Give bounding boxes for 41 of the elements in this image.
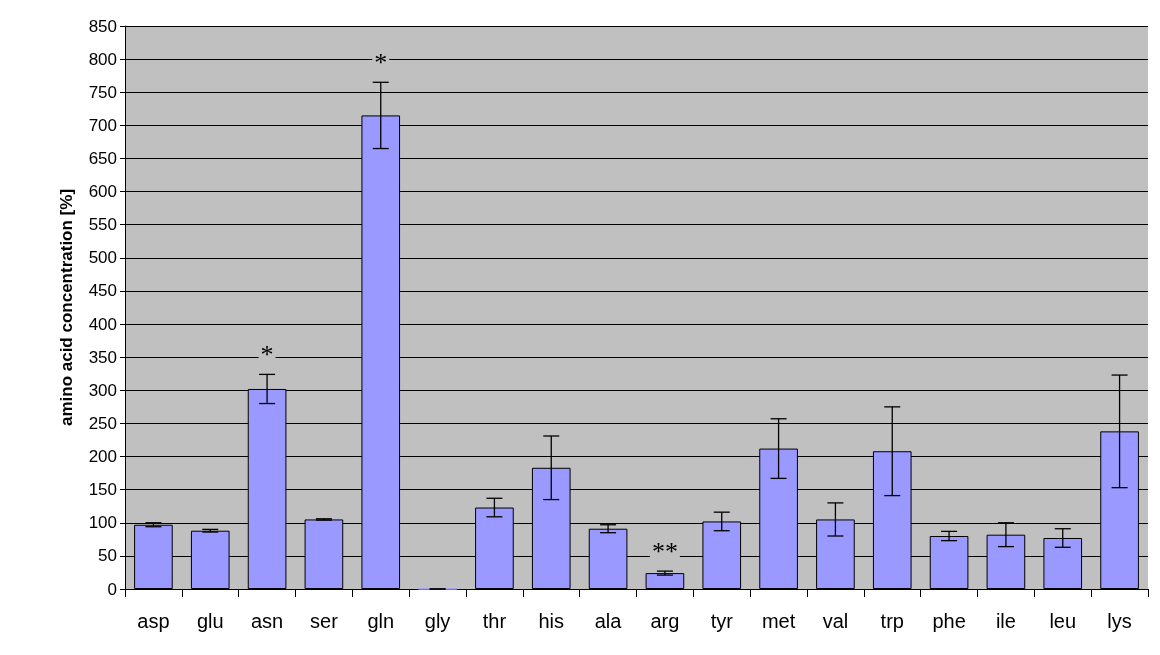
y-tick-label: 50 xyxy=(98,546,117,566)
y-tick-label: 650 xyxy=(88,148,117,168)
y-tick-label: 450 xyxy=(88,281,117,301)
y-tick-label: 550 xyxy=(88,215,117,235)
y-tick-label: 850 xyxy=(88,16,117,36)
x-tick-label: arg xyxy=(650,610,680,632)
x-tick-label: met xyxy=(761,610,796,632)
y-tick-label: 300 xyxy=(88,380,117,400)
x-tick-label: leu xyxy=(1049,610,1077,632)
x-tick-label: his xyxy=(538,610,565,632)
x-tick-label: gly xyxy=(424,610,451,632)
y-tick-label: 100 xyxy=(88,513,117,533)
y-tick-label: 700 xyxy=(88,115,117,135)
bar xyxy=(645,573,685,589)
x-tick-label: lys xyxy=(1107,610,1132,632)
x-tick-label: ser xyxy=(310,610,339,632)
y-tick-label: 600 xyxy=(88,182,117,202)
x-tick-label: trp xyxy=(880,610,904,632)
annotation: * xyxy=(260,339,274,369)
y-tick-label: 250 xyxy=(88,413,117,433)
annotation: * xyxy=(374,47,388,77)
y-tick-label: 750 xyxy=(88,82,117,102)
y-tick-label: 150 xyxy=(88,480,117,500)
x-tick-label: gln xyxy=(367,610,395,632)
x-tick-label: ala xyxy=(594,610,623,632)
annotation: ** xyxy=(651,536,678,566)
y-tick-label: 800 xyxy=(88,49,117,69)
y-tick-label: 0 xyxy=(107,579,117,599)
x-tick-label: thr xyxy=(482,610,507,632)
y-axis-title: amino acid concentration [%] xyxy=(57,188,76,427)
x-tick-label: val xyxy=(822,610,849,632)
x-tick-label: tyr xyxy=(710,610,734,632)
y-tick-label: 400 xyxy=(88,314,117,334)
x-tick-label: glu xyxy=(196,610,224,632)
x-tick-label: asn xyxy=(250,610,284,632)
y-tick-label: 350 xyxy=(88,347,117,367)
x-tick-label: ile xyxy=(995,610,1016,632)
x-tick-label: phe xyxy=(932,610,966,632)
x-tick-label: asp xyxy=(137,610,170,632)
y-tick-label: 500 xyxy=(88,248,117,268)
y-tick-label: 200 xyxy=(88,447,117,467)
